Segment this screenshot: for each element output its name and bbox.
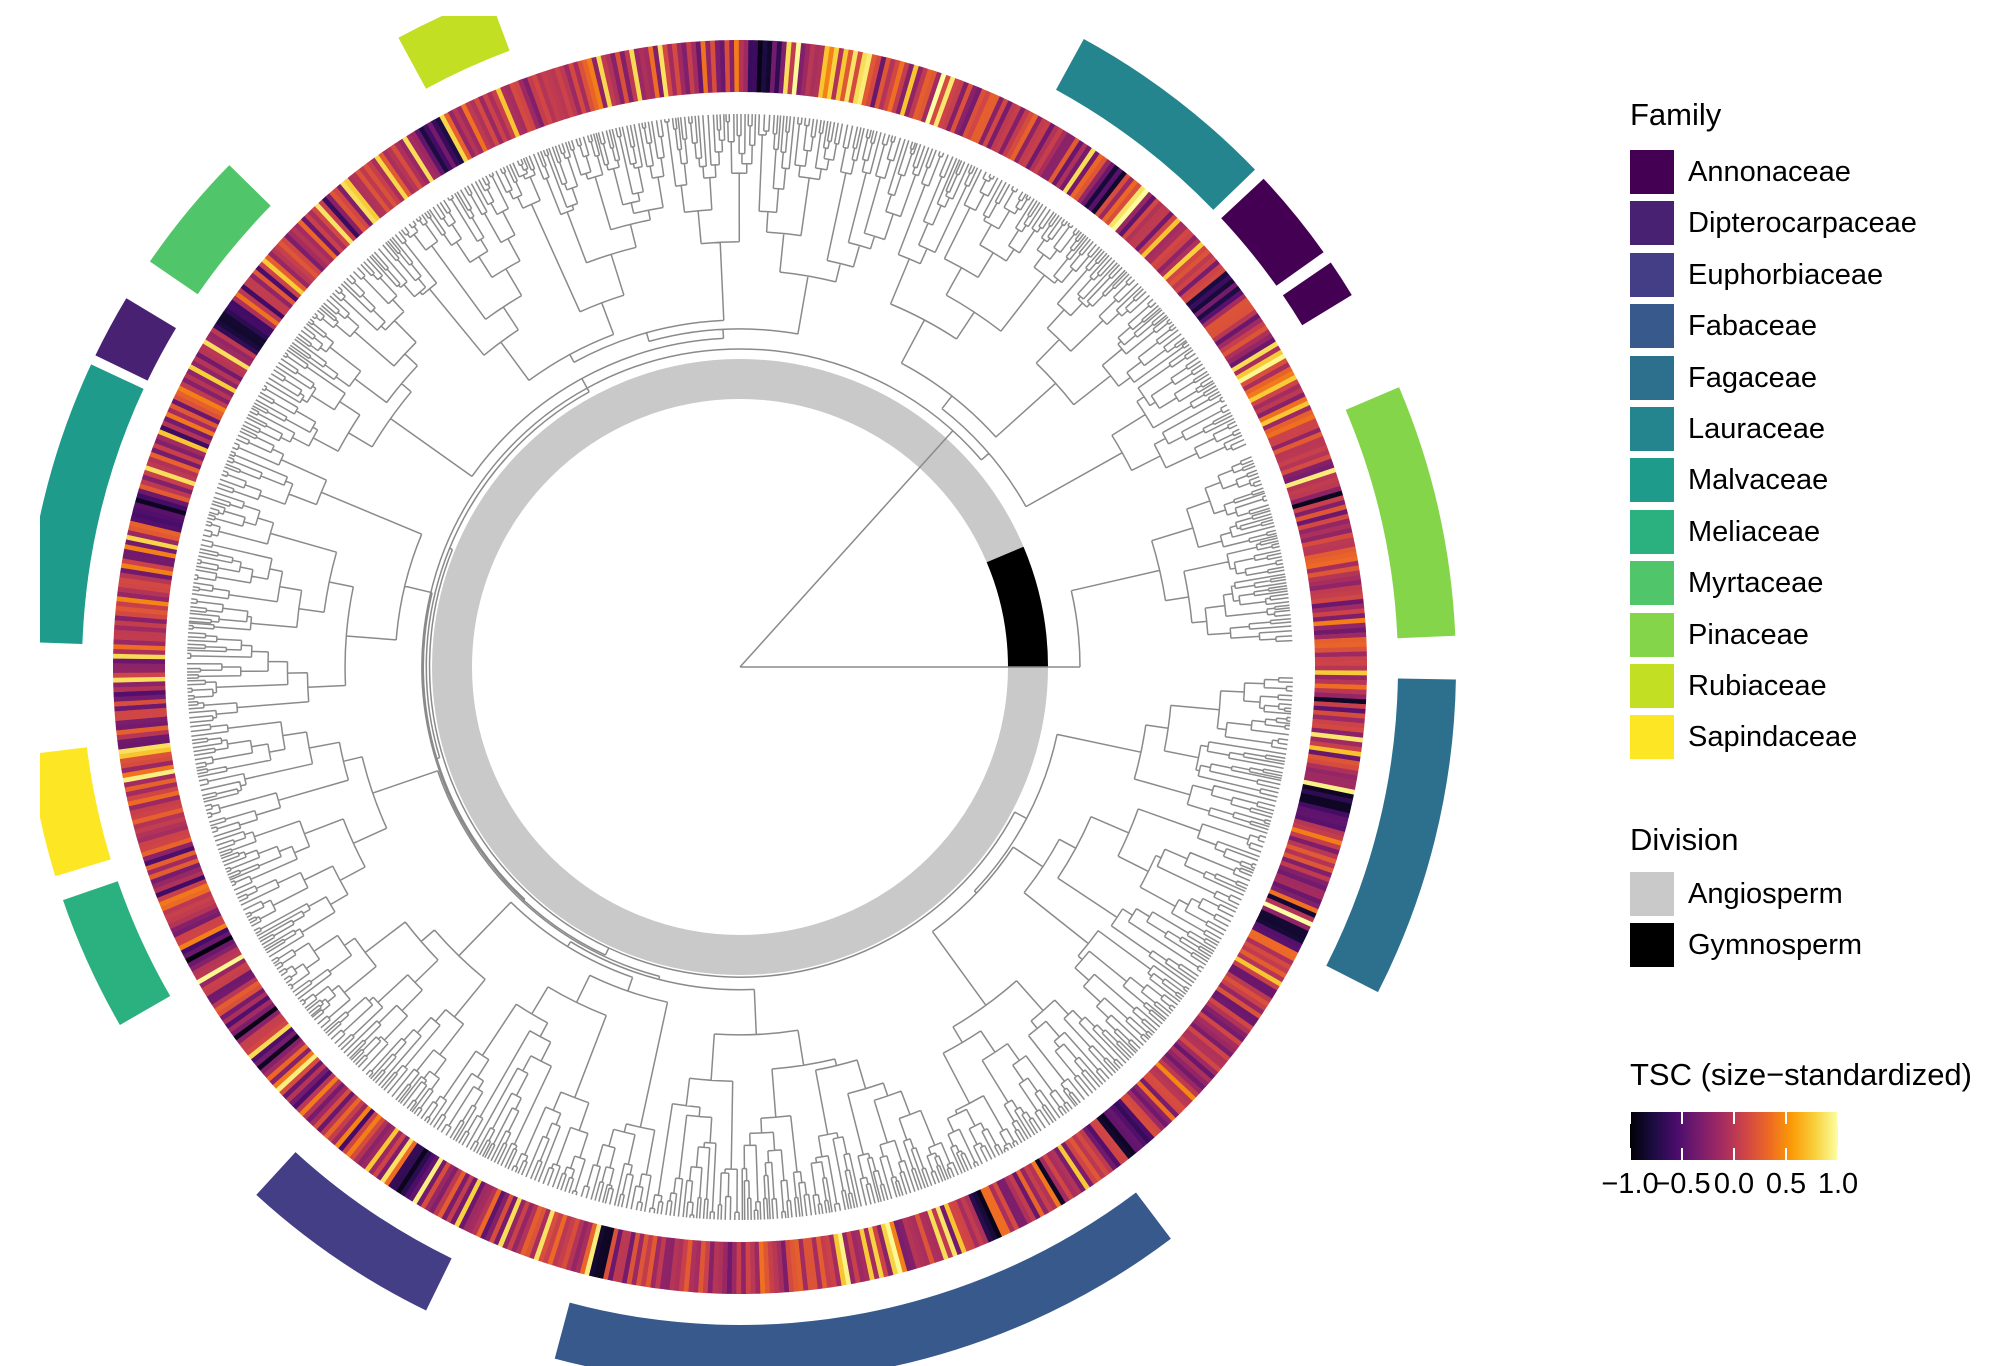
family-swatch-lauraceae (1630, 407, 1674, 451)
family-arc-sapindaceae (40, 747, 111, 876)
family-swatch-meliaceae (1630, 510, 1674, 554)
division-label: Angiosperm (1688, 872, 1843, 916)
family-swatch-rubiaceae (1630, 664, 1674, 708)
dendrogram-branches (187, 114, 1293, 1220)
legend-family-item-myrtaceae: Myrtaceae (1630, 561, 1990, 605)
family-arc-meliaceae (63, 881, 170, 1025)
family-swatch-annonaceae (1630, 150, 1674, 194)
colorbar-tick-mark (1681, 1112, 1683, 1124)
tsc-tick: 0.0 (1714, 1168, 1754, 1200)
legend-family-item-rubiaceae: Rubiaceae (1630, 664, 1990, 708)
division-ring-gymnosperm (987, 547, 1048, 667)
colorbar-tick-mark (1733, 1112, 1735, 1124)
family-swatch-malvaceae (1630, 458, 1674, 502)
family-swatch-dipterocarpaceae (1630, 201, 1674, 245)
legend-division-item-gymnosperm: Gymnosperm (1630, 923, 1990, 967)
family-label: Malvaceae (1688, 458, 1828, 502)
family-label: Fagaceae (1688, 356, 1817, 400)
legend-division-title: Division (1630, 823, 1990, 857)
legend-family-item-euphorbiaceae: Euphorbiaceae (1630, 253, 1990, 297)
family-swatch-sapindaceae (1630, 715, 1674, 759)
legend-family-item-dipterocarpaceae: Dipterocarpaceae (1630, 201, 1990, 245)
tsc-tick: −1.0 (1601, 1168, 1658, 1200)
division-swatch-gymnosperm (1630, 923, 1674, 967)
family-label: Sapindaceae (1688, 715, 1857, 759)
legend-family-item-fabaceae: Fabaceae (1630, 304, 1990, 348)
legend-family-item-sapindaceae: Sapindaceae (1630, 715, 1990, 759)
legend-tsc-colorbar: TSC (size−standardized) −1.0 −0.5 0.0 0.… (1630, 1058, 1990, 1200)
colorbar-tick-mark (1785, 1148, 1787, 1160)
family-label: Euphorbiaceae (1688, 253, 1883, 297)
colorbar-tick-mark (1629, 1148, 1631, 1160)
tsc-title: TSC (size−standardized) (1630, 1058, 1990, 1092)
colorbar-tick-mark (1785, 1112, 1787, 1124)
family-swatch-fabaceae (1630, 304, 1674, 348)
family-swatch-pinaceae (1630, 613, 1674, 657)
colorbar-tick-mark (1629, 1112, 1631, 1124)
legend-family: Family Annonaceae Dipterocarpaceae Eupho… (1630, 98, 1990, 767)
legend-division-item-angiosperm: Angiosperm (1630, 872, 1990, 916)
legend-family-item-lauraceae: Lauraceae (1630, 407, 1990, 451)
legend-family-item-meliaceae: Meliaceae (1630, 510, 1990, 554)
legend-family-item-pinaceae: Pinaceae (1630, 613, 1990, 657)
division-swatch-angiosperm (1630, 872, 1674, 916)
tsc-tick: 0.5 (1766, 1168, 1806, 1200)
family-label: Lauraceae (1688, 407, 1825, 451)
tsc-tick-labels: −1.0 −0.5 0.0 0.5 1.0 (1630, 1168, 1838, 1200)
family-label: Annonaceae (1688, 150, 1851, 194)
legend-family-item-annonaceae: Annonaceae (1630, 150, 1990, 194)
colorbar-tick-mark (1837, 1112, 1839, 1124)
family-arc-rubiaceae (398, 16, 509, 89)
family-label: Pinaceae (1688, 613, 1809, 657)
family-label: Rubiaceae (1688, 664, 1827, 708)
legend-family-item-malvaceae: Malvaceae (1630, 458, 1990, 502)
family-label: Myrtaceae (1688, 561, 1823, 605)
colorbar-tick-mark (1681, 1148, 1683, 1160)
family-swatch-myrtaceae (1630, 561, 1674, 605)
family-label: Meliaceae (1688, 510, 1820, 554)
family-arc-annonaceae (1221, 179, 1323, 286)
legend-family-title: Family (1630, 98, 1990, 132)
circular-phylogeny-figure (40, 16, 1540, 1366)
colorbar-tick-mark (1733, 1148, 1735, 1160)
family-label: Dipterocarpaceae (1688, 201, 1917, 245)
family-swatch-euphorbiaceae (1630, 253, 1674, 297)
circular-phylogeny-plot (40, 16, 1540, 1366)
tsc-colorbar (1630, 1112, 1838, 1160)
family-swatch-fagaceae (1630, 356, 1674, 400)
colorbar-tick-mark (1837, 1148, 1839, 1160)
legend-division: Division Angiosperm Gymnosperm (1630, 823, 1990, 975)
family-arc-dipterocarpaceae (95, 298, 176, 380)
legend-family-item-fagaceae: Fagaceae (1630, 356, 1990, 400)
tsc-tick: 1.0 (1818, 1168, 1858, 1200)
division-label: Gymnosperm (1688, 923, 1862, 967)
family-label: Fabaceae (1688, 304, 1817, 348)
tsc-tick: −0.5 (1653, 1168, 1710, 1200)
